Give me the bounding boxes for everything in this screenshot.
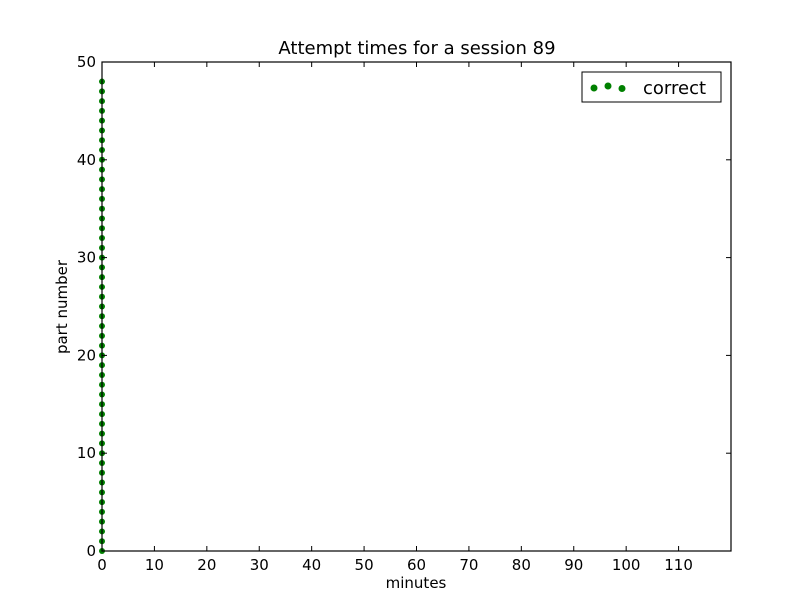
x-tick-label: 80: [512, 556, 531, 574]
x-tick-label: 70: [459, 556, 478, 574]
x-tick-label: 60: [407, 556, 426, 574]
x-tick-label: 40: [302, 556, 321, 574]
x-tick-label: 10: [145, 556, 164, 574]
x-tick-label: 110: [664, 556, 693, 574]
chart-title: Attempt times for a session 89: [278, 38, 555, 59]
x-axis-label: minutes: [386, 574, 447, 592]
axis-ticks: 0 10 20 30 40 50 60 70 80 90 100 110 0 10 20 30 40 50: [77, 53, 731, 574]
y-tick-label: 30: [77, 249, 96, 267]
y-tick-label: 10: [77, 444, 96, 462]
legend-label-correct: correct: [643, 78, 706, 99]
x-tick-label: 100: [612, 556, 641, 574]
x-tick-label: 90: [564, 556, 583, 574]
legend-marker-correct: [618, 85, 626, 92]
legend-marker-correct: [604, 82, 612, 90]
x-tick-label: 30: [250, 556, 269, 574]
y-axis-label: part number: [53, 259, 71, 354]
x-tick-label: 0: [97, 556, 107, 574]
y-tick-label: 20: [77, 346, 96, 364]
y-tick-label: 0: [86, 542, 96, 560]
legend-marker-correct: [590, 84, 598, 92]
data-points: [99, 78, 105, 554]
x-tick-label: 50: [355, 556, 374, 574]
x-tick-label: 20: [197, 556, 216, 574]
y-tick-label: 50: [77, 53, 96, 71]
y-tick-label: 40: [77, 151, 96, 169]
legend: correct: [581, 71, 722, 103]
